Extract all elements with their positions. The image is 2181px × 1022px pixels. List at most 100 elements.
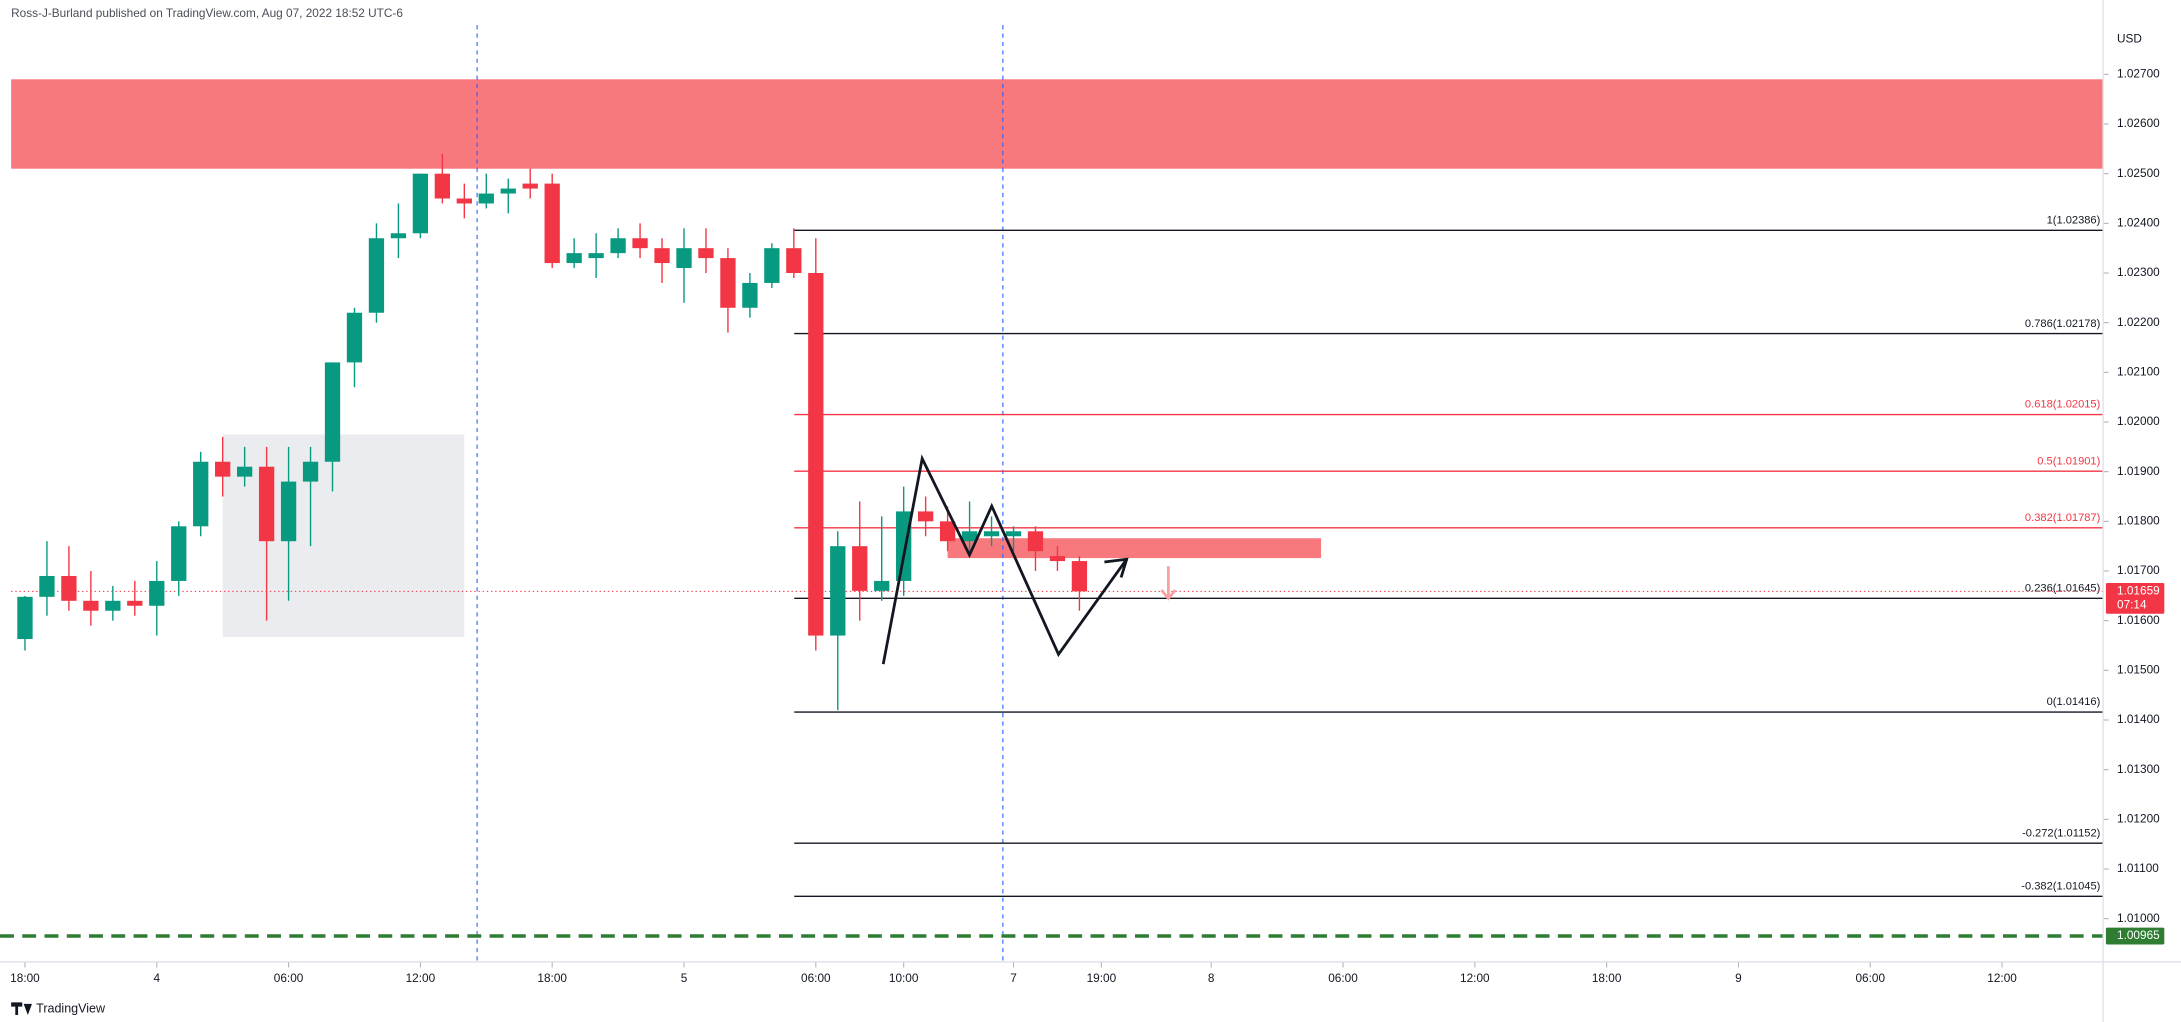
candle-body	[874, 580, 890, 591]
y-tick-label: 1.01600	[2117, 613, 2160, 627]
candle-body	[280, 481, 297, 542]
y-tick-label: 1.02000	[2117, 414, 2160, 428]
x-tick-label: 06:00	[801, 971, 831, 985]
candle-body	[961, 531, 978, 542]
candle-body	[171, 526, 187, 581]
candle-body	[412, 173, 429, 234]
x-tick-label: 18:00	[537, 971, 567, 985]
fib-label: 0.786(1.02178)	[2025, 318, 2101, 330]
candle-body	[852, 546, 868, 591]
y-tick-label: 1.02200	[2117, 315, 2160, 329]
zone	[222, 434, 465, 638]
x-tick-label: 12:00	[406, 971, 436, 985]
candle-body	[588, 253, 604, 259]
candle-body	[83, 600, 99, 611]
candle-body	[127, 600, 143, 606]
candle-body	[478, 193, 494, 204]
y-tick-label: 1.01400	[2117, 712, 2160, 726]
candle-body	[434, 173, 451, 199]
candle-body	[544, 183, 560, 264]
candle-body	[346, 312, 363, 363]
y-tick-label: 1.02600	[2117, 116, 2160, 130]
candles	[17, 153, 1088, 711]
candle-body	[236, 466, 253, 477]
currency: USD	[2117, 31, 2142, 45]
y-tick-label: 1.01000	[2117, 911, 2160, 925]
y-tick-label: 1.01500	[2117, 662, 2160, 676]
y-tick-label: 1.01300	[2117, 762, 2160, 776]
down-arrow-head	[1160, 589, 1177, 601]
publisher: Ross-J-Burland published on TradingView.…	[11, 6, 403, 20]
candle-body	[105, 600, 121, 611]
zigzag-drawing	[881, 454, 1128, 665]
candle-body	[149, 580, 165, 606]
candle-body	[720, 258, 736, 308]
x-tick-label: 5	[681, 971, 688, 985]
candle-body	[302, 461, 319, 482]
y-tick-label: 1.01800	[2117, 513, 2160, 527]
candle-body	[39, 575, 55, 597]
candle-body	[676, 248, 692, 269]
x-tick-label: 12:00	[1460, 971, 1490, 985]
fib-label: -0.382(1.01045)	[2021, 880, 2100, 892]
y-tick-label: 1.01900	[2117, 464, 2160, 478]
countdown: 07:14	[2117, 597, 2147, 611]
x-tick-label: 06:00	[1328, 971, 1358, 985]
x-tick-label: 12:00	[1987, 971, 2017, 985]
fib-label: 0.618(1.02015)	[2025, 399, 2101, 411]
y-tick-label: 1.02500	[2117, 166, 2160, 180]
fib-label: 0.382(1.01787)	[2025, 512, 2101, 524]
fib-label: 0.5(1.01901)	[2037, 455, 2100, 467]
x-tick-label: 06:00	[1855, 971, 1885, 985]
fib-label: 0.236(1.01645)	[2025, 582, 2101, 594]
x-tick-label: 9	[1735, 971, 1742, 985]
candle-body	[1005, 531, 1022, 537]
fib-label: -0.272(1.01152)	[2022, 827, 2101, 839]
x-tick-label: 7	[1010, 971, 1017, 985]
candle-body	[390, 233, 407, 239]
zone	[947, 538, 1322, 559]
candle-body	[917, 511, 934, 522]
candle-body	[368, 238, 385, 313]
support-tag	[2105, 927, 2165, 945]
logo-icon	[11, 1002, 32, 1016]
candle-body	[500, 188, 516, 194]
y-tick-label: 1.02300	[2117, 265, 2160, 279]
zones	[11, 79, 2104, 638]
candle-body	[522, 183, 538, 189]
candle-body	[786, 248, 802, 274]
y-tick-label: 1.01200	[2117, 811, 2160, 825]
x-tick-label: 18:00	[10, 971, 40, 985]
candle-body	[1049, 556, 1066, 562]
candle-body	[698, 248, 714, 259]
candle-body	[830, 546, 846, 636]
y-tick-label: 1.01700	[2117, 563, 2160, 577]
candle-body	[324, 362, 341, 462]
candle-body	[610, 238, 626, 254]
candle-body	[983, 531, 1000, 537]
x-tick-label: 10:00	[889, 971, 919, 985]
candle-body	[632, 238, 648, 249]
x-tick-label: 18:00	[1592, 971, 1622, 985]
x-tick-label: 06:00	[274, 971, 304, 985]
candle-body	[456, 198, 472, 204]
y-tick-label: 1.02700	[2117, 66, 2160, 80]
candle-body	[566, 253, 582, 264]
candle-body	[258, 466, 275, 542]
fib-label: 0(1.01416)	[2047, 696, 2101, 708]
y-tick-label: 1.02100	[2117, 364, 2160, 378]
support-label: 1.00965	[2117, 928, 2160, 942]
x-tick-label: 8	[1208, 971, 1215, 985]
candle-body	[1027, 531, 1044, 552]
x-tick-label: 4	[153, 971, 160, 985]
fib-label: 1(1.02386)	[2047, 214, 2101, 226]
x-tick-label: 19:00	[1087, 971, 1117, 985]
candle-body	[17, 596, 33, 640]
candle-body	[939, 521, 956, 542]
candle-body	[654, 248, 670, 264]
candle-body	[742, 282, 758, 308]
y-tick-label: 1.02400	[2117, 215, 2160, 229]
y-tick-label: 1.01100	[2117, 861, 2159, 875]
fib-retracement: 1(1.02386) 0.786(1.02178) 0.618(1.02015) 0.…	[0, 214, 2104, 938]
